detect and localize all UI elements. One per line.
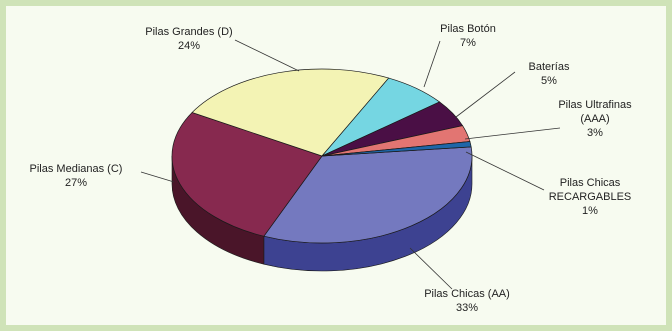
- label-line: 27%: [65, 177, 87, 189]
- label-line: 1%: [582, 205, 598, 217]
- leader-line: [409, 247, 453, 290]
- slice-label-pilas-chicas-aa: Pilas Chicas (AA) 33%: [424, 288, 510, 314]
- label-line: Pilas Botón: [440, 23, 496, 35]
- slice-label-pilas-chicas-recargables: Pilas Chicas RECARGABLES 1%: [549, 177, 632, 217]
- leader-line: [140, 171, 175, 183]
- slice-label-pilas-ultrafinas-aaa: Pilas Ultrafinas (AAA) 3%: [558, 99, 632, 139]
- slice-pilas-chicas-aa: [263, 146, 473, 244]
- slice-labels: Pilas Chicas (AA) 33% Pilas Medianas (C) 27…: [30, 23, 633, 314]
- label-line: 24%: [178, 40, 200, 52]
- label-line: 5%: [541, 75, 557, 87]
- leader-line: [234, 39, 300, 72]
- label-line: Pilas Chicas: [560, 177, 621, 189]
- label-line: 33%: [456, 302, 478, 314]
- slice-label-pilas-grandes-d: Pilas Grandes (D) 24%: [145, 26, 232, 52]
- label-line: Pilas Medianas (C): [30, 163, 123, 175]
- label-line: 3%: [587, 127, 603, 139]
- label-line: RECARGABLES: [549, 191, 632, 203]
- leader-line: [465, 151, 545, 191]
- leader-line: [464, 127, 561, 140]
- slice-label-pilas-medianas-c: Pilas Medianas (C) 27%: [30, 163, 123, 189]
- leader-line: [455, 71, 516, 118]
- slice-pilas-chicas-recargables: [321, 141, 472, 157]
- label-line: Baterías: [529, 61, 570, 73]
- slice-label-baterias: Baterías 5%: [529, 61, 570, 87]
- label-line: 7%: [460, 37, 476, 49]
- label-line: Pilas Chicas (AA): [424, 288, 510, 300]
- leader-line: [423, 40, 441, 88]
- label-line: (AAA): [580, 113, 609, 125]
- leader-lines: [140, 39, 561, 290]
- label-line: Pilas Ultrafinas: [558, 99, 632, 111]
- slice-pilas-grandes-d: [191, 68, 390, 157]
- slice-label-pilas-boton: Pilas Botón 7%: [440, 23, 496, 49]
- label-line: Pilas Grandes (D): [145, 26, 232, 38]
- slice-pilas-medianas-c: [171, 112, 323, 237]
- pie-tops: [171, 68, 473, 244]
